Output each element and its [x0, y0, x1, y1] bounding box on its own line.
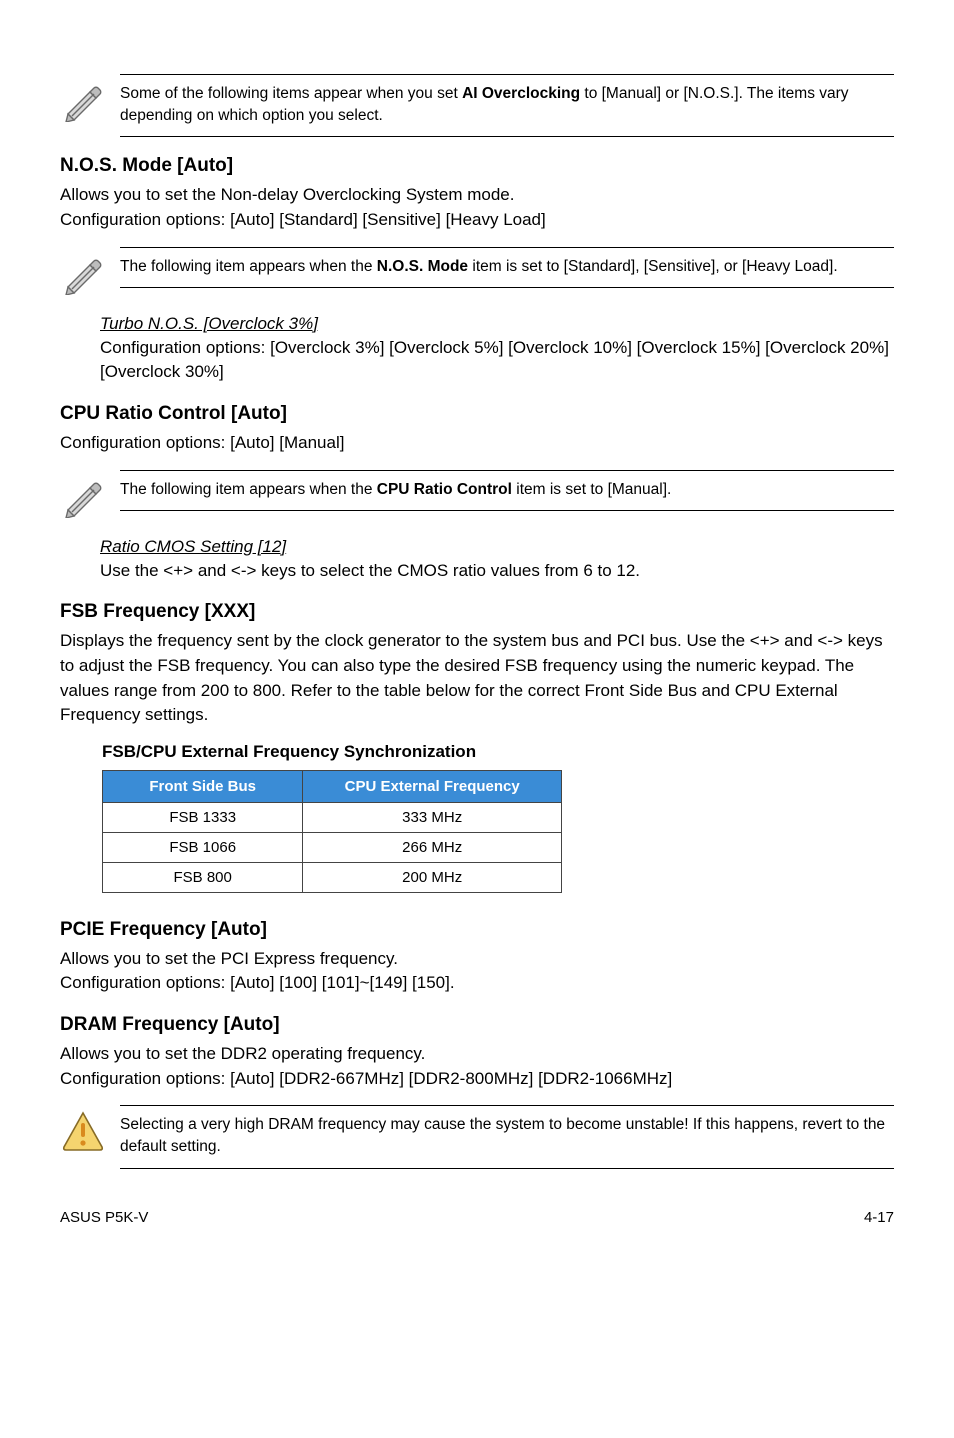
body-nos-mode: Allows you to set the Non-delay Overcloc…	[60, 183, 894, 232]
heading-nos-mode: N.O.S. Mode [Auto]	[60, 155, 894, 177]
table-row: FSB 800200 MHz	[103, 862, 562, 892]
heading-cpu-ratio: CPU Ratio Control [Auto]	[60, 403, 894, 425]
note-text: The following item appears when the N.O.…	[120, 247, 894, 289]
body-pcie-freq: Allows you to set the PCI Express freque…	[60, 947, 894, 996]
ratio-cmos-block: Ratio CMOS Setting [12] Use the <+> and …	[100, 537, 894, 584]
warning-dram: Selecting a very high DRAM frequency may…	[60, 1105, 894, 1168]
note-text: The following item appears when the CPU …	[120, 470, 894, 512]
heading-fsb-freq: FSB Frequency [XXX]	[60, 601, 894, 623]
table-cell: FSB 1066	[103, 832, 303, 862]
table-cell: 266 MHz	[303, 832, 562, 862]
pencil-icon	[60, 470, 120, 523]
body-cpu-ratio: Configuration options: [Auto] [Manual]	[60, 431, 894, 456]
heading-dram-freq: DRAM Frequency [Auto]	[60, 1014, 894, 1036]
footer-left: ASUS P5K-V	[60, 1209, 148, 1226]
body-ratio-cmos: Use the <+> and <-> keys to select the C…	[100, 559, 894, 584]
fsb-cpu-table: Front Side Bus CPU External Frequency FS…	[102, 770, 562, 893]
body-turbo-nos: Configuration options: [Overclock 3%] [O…	[100, 336, 894, 385]
table-cell: FSB 1333	[103, 802, 303, 832]
page-footer: ASUS P5K-V 4-17	[60, 1209, 894, 1226]
sub-heading-ratio-cmos: Ratio CMOS Setting [12]	[100, 537, 894, 557]
col-header-fsb: Front Side Bus	[103, 770, 303, 802]
table-body: FSB 1333333 MHzFSB 1066266 MHzFSB 800200…	[103, 802, 562, 892]
heading-pcie-freq: PCIE Frequency [Auto]	[60, 919, 894, 941]
note-text: Some of the following items appear when …	[120, 74, 894, 137]
table-row: FSB 1066266 MHz	[103, 832, 562, 862]
table-title: FSB/CPU External Frequency Synchronizati…	[102, 742, 894, 762]
note-cpu-ratio: The following item appears when the CPU …	[60, 470, 894, 523]
turbo-nos-block: Turbo N.O.S. [Overclock 3%] Configuratio…	[100, 314, 894, 385]
body-dram-freq: Allows you to set the DDR2 operating fre…	[60, 1042, 894, 1091]
warning-icon	[60, 1105, 120, 1158]
pencil-icon	[60, 247, 120, 300]
sub-heading-turbo-nos: Turbo N.O.S. [Overclock 3%]	[100, 314, 894, 334]
pencil-icon	[60, 74, 120, 127]
table-cell: 200 MHz	[303, 862, 562, 892]
table-header-row: Front Side Bus CPU External Frequency	[103, 770, 562, 802]
body-fsb-freq: Displays the frequency sent by the clock…	[60, 629, 894, 728]
footer-right: 4-17	[864, 1209, 894, 1226]
table-row: FSB 1333333 MHz	[103, 802, 562, 832]
table-cell: FSB 800	[103, 862, 303, 892]
note-nos-mode: The following item appears when the N.O.…	[60, 247, 894, 300]
note-ai-overclocking: Some of the following items appear when …	[60, 74, 894, 137]
col-header-cpu: CPU External Frequency	[303, 770, 562, 802]
note-text: Selecting a very high DRAM frequency may…	[120, 1105, 894, 1168]
table-cell: 333 MHz	[303, 802, 562, 832]
